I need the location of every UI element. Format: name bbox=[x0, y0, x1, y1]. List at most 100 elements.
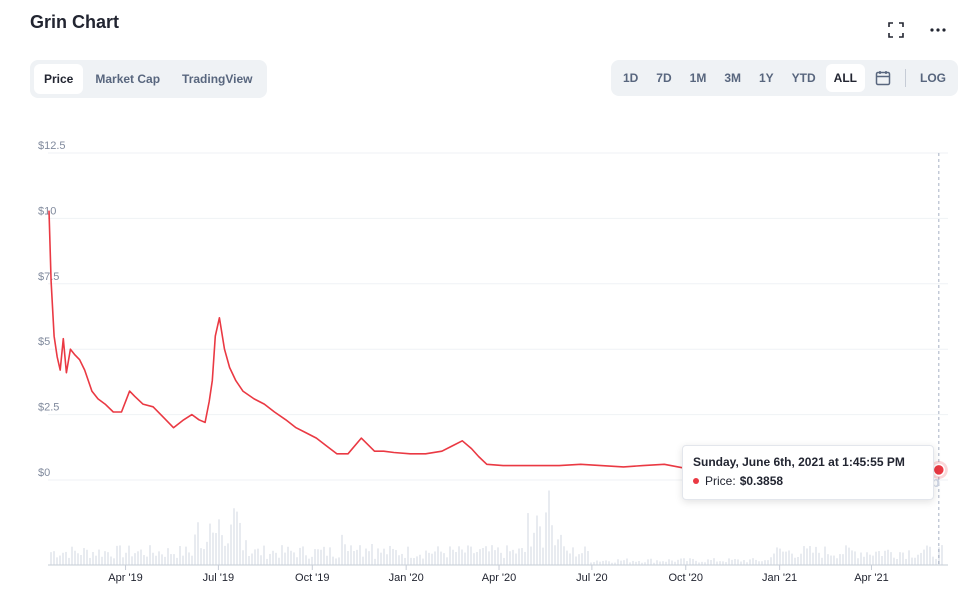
range-all[interactable]: ALL bbox=[825, 64, 865, 92]
volume-bar bbox=[893, 557, 895, 565]
volume-bar bbox=[890, 552, 892, 565]
volume-bar bbox=[494, 550, 496, 565]
x-tick-label: Apr '19 bbox=[108, 572, 143, 584]
volume-bar bbox=[746, 562, 748, 565]
volume-bar bbox=[86, 549, 88, 565]
volume-bar bbox=[284, 552, 286, 565]
volume-bar bbox=[638, 560, 640, 565]
volume-bar bbox=[476, 552, 478, 565]
price-tooltip: Sunday, June 6th, 2021 at 1:45:55 PM Pri… bbox=[682, 445, 934, 500]
volume-bar bbox=[755, 559, 757, 565]
volume-bar bbox=[740, 561, 742, 565]
range-3m[interactable]: 3M bbox=[724, 71, 741, 85]
volume-bar bbox=[116, 545, 118, 565]
more-icon[interactable] bbox=[928, 20, 948, 40]
volume-bar bbox=[281, 545, 283, 565]
volume-bar bbox=[749, 559, 751, 565]
volume-bar bbox=[698, 562, 700, 565]
volume-bar bbox=[512, 549, 514, 565]
volume-bar bbox=[671, 560, 673, 565]
volume-bar bbox=[443, 553, 445, 565]
volume-bar bbox=[662, 561, 664, 565]
volume-bar bbox=[773, 553, 775, 565]
range-1y[interactable]: 1Y bbox=[758, 71, 774, 85]
volume-bar bbox=[206, 541, 208, 565]
volume-bar bbox=[635, 561, 637, 565]
volume-bar bbox=[629, 562, 631, 565]
volume-bar bbox=[503, 557, 505, 565]
volume-bar bbox=[194, 534, 196, 565]
volume-bar bbox=[830, 555, 832, 565]
volume-bar bbox=[608, 561, 610, 565]
volume-bar bbox=[431, 553, 433, 565]
tooltip-price-value: $0.3858 bbox=[739, 474, 784, 488]
volume-bar bbox=[383, 548, 385, 565]
volume-bar bbox=[614, 562, 616, 565]
volume-bar bbox=[824, 546, 826, 565]
time-range-tabs: 1D 7D 1M 3M 1Y YTD ALL LOG bbox=[610, 60, 958, 96]
volume-bar bbox=[836, 558, 838, 565]
tab-tradingview[interactable]: TradingView bbox=[182, 72, 253, 86]
volume-bar bbox=[428, 552, 430, 565]
volume-bar bbox=[923, 549, 925, 565]
volume-bar bbox=[575, 556, 577, 565]
tab-price[interactable]: Price bbox=[34, 64, 84, 94]
volume-bar bbox=[149, 545, 151, 565]
volume-bar bbox=[440, 551, 442, 565]
volume-bar bbox=[161, 554, 163, 565]
volume-bar bbox=[695, 560, 697, 565]
range-1d[interactable]: 1D bbox=[622, 71, 639, 85]
volume-bar bbox=[758, 561, 760, 565]
tooltip-series-dot bbox=[693, 478, 699, 484]
volume-bar bbox=[371, 544, 373, 565]
volume-bar bbox=[800, 553, 802, 565]
volume-bar bbox=[809, 546, 811, 565]
volume-bar bbox=[665, 561, 667, 565]
log-toggle[interactable]: LOG bbox=[920, 71, 946, 85]
volume-bar bbox=[317, 549, 319, 565]
volume-bar bbox=[917, 554, 919, 565]
volume-bar bbox=[683, 558, 685, 565]
volume-bar bbox=[287, 546, 289, 565]
volume-bar bbox=[533, 532, 535, 565]
range-1m[interactable]: 1M bbox=[689, 71, 707, 85]
calendar-icon[interactable] bbox=[867, 64, 899, 92]
volume-bar bbox=[341, 534, 343, 565]
volume-bar bbox=[593, 562, 595, 565]
range-ytd[interactable]: YTD bbox=[791, 71, 816, 85]
volume-bar bbox=[647, 559, 649, 565]
volume-bar bbox=[623, 560, 625, 565]
volume-bar bbox=[872, 555, 874, 565]
y-tick-label: $0 bbox=[38, 467, 50, 479]
volume-bar bbox=[413, 558, 415, 565]
volume-bar bbox=[347, 551, 349, 565]
volume-bar bbox=[776, 547, 778, 565]
volume-bar bbox=[155, 555, 157, 565]
volume-bar bbox=[572, 547, 574, 565]
volume-bar bbox=[467, 545, 469, 565]
range-7d[interactable]: 7D bbox=[656, 71, 672, 85]
volume-bar bbox=[353, 550, 355, 565]
fullscreen-icon[interactable] bbox=[886, 20, 906, 40]
volume-bar bbox=[68, 557, 70, 565]
volume-bar bbox=[452, 549, 454, 565]
volume-bar bbox=[725, 562, 727, 565]
volume-bar bbox=[263, 545, 265, 565]
volume-bar bbox=[602, 560, 604, 565]
volume-bar bbox=[545, 512, 547, 565]
volume-bar bbox=[356, 549, 358, 565]
tooltip-price-label: Price: bbox=[705, 474, 736, 488]
tab-market-cap[interactable]: Market Cap bbox=[95, 72, 161, 86]
volume-bar bbox=[344, 544, 346, 565]
volume-bar bbox=[719, 561, 721, 565]
x-tick-label: Apr '20 bbox=[482, 572, 517, 584]
range-divider bbox=[905, 69, 906, 87]
volume-bar bbox=[389, 545, 391, 565]
volume-bar bbox=[212, 532, 214, 565]
volume-bar bbox=[794, 557, 796, 565]
volume-bar bbox=[143, 555, 145, 565]
volume-bar bbox=[926, 545, 928, 565]
volume-bar bbox=[227, 543, 229, 565]
volume-bar bbox=[335, 558, 337, 565]
